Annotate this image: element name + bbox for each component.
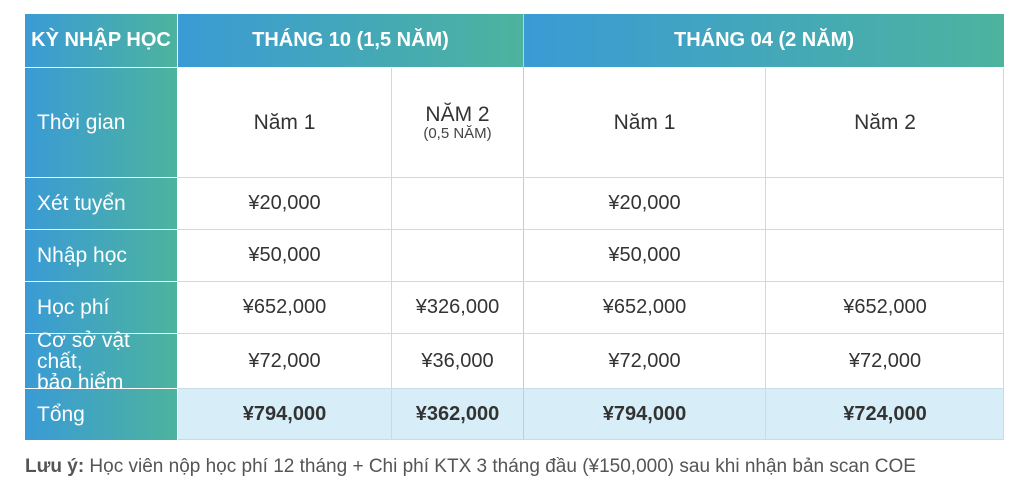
cell-total-oct-y2: ¥362,000 <box>392 389 523 440</box>
cell-total-apr-y1: ¥794,000 <box>524 389 765 440</box>
row-label-facilities-line2: bảo hiểm <box>37 370 124 394</box>
cell-review-apr-y1: ¥20,000 <box>524 178 765 229</box>
tuition-table: KỲ NHẬP HỌC THÁNG 10 (1,5 NĂM) THÁNG 04 … <box>25 14 1004 440</box>
header-october-intake: THÁNG 10 (1,5 NĂM) <box>178 14 523 67</box>
row-label-facilities-insurance: Cơ sở vật chất, bảo hiểm <box>25 330 177 393</box>
subheader-apr-year1: Năm 1 <box>524 68 765 177</box>
subheader-oct-year2: NĂM 2 (0,5 NĂM) <box>392 68 523 177</box>
grid-line <box>178 177 1004 178</box>
footnote-text: Học viên nộp học phí 12 tháng + Chi phí … <box>84 456 916 477</box>
grid-line <box>523 14 524 440</box>
row-label-time: Thời gian <box>25 68 177 177</box>
cell-total-oct-y1: ¥794,000 <box>178 389 391 440</box>
footnote-prefix: Lưu ý: <box>25 456 85 477</box>
row-label-facilities-line1: Cơ sở vật chất, <box>37 328 130 373</box>
subheader-apr-year2: Năm 2 <box>766 68 1004 177</box>
cell-tuition-apr-y1: ¥652,000 <box>524 282 765 333</box>
header-corner: KỲ NHẬP HỌC <box>25 14 177 67</box>
cell-facilities-oct-y2: ¥36,000 <box>392 334 523 388</box>
cell-enroll-apr-y2 <box>766 230 1004 281</box>
grid-line <box>178 229 1004 230</box>
grid-line <box>178 388 1004 389</box>
grid-line <box>765 68 766 440</box>
cell-facilities-apr-y1: ¥72,000 <box>524 334 765 388</box>
cell-facilities-apr-y2: ¥72,000 <box>766 334 1004 388</box>
subheader-oct-year1: Năm 1 <box>178 68 391 177</box>
grid-line <box>391 68 392 440</box>
cell-review-oct-y1: ¥20,000 <box>178 178 391 229</box>
grid-line <box>178 439 1004 440</box>
cell-tuition-oct-y1: ¥652,000 <box>178 282 391 333</box>
cell-tuition-apr-y2: ¥652,000 <box>766 282 1004 333</box>
subheader-oct-year2-sub: (0,5 NĂM) <box>423 124 492 142</box>
header-april-intake: THÁNG 04 (2 NĂM) <box>524 14 1004 67</box>
row-label-admission-review: Xét tuyển <box>25 178 177 229</box>
cell-review-oct-y2 <box>392 178 523 229</box>
row-label-tuition: Học phí <box>25 282 177 333</box>
grid-line <box>178 333 1004 334</box>
cell-tuition-oct-y2: ¥326,000 <box>392 282 523 333</box>
cell-enroll-apr-y1: ¥50,000 <box>524 230 765 281</box>
cell-enroll-oct-y2 <box>392 230 523 281</box>
grid-line <box>1003 68 1004 440</box>
cell-total-apr-y2: ¥724,000 <box>766 389 1004 440</box>
cell-facilities-oct-y1: ¥72,000 <box>178 334 391 388</box>
subheader-oct-year2-main: NĂM 2 <box>425 102 490 126</box>
cell-enroll-oct-y1: ¥50,000 <box>178 230 391 281</box>
row-label-enrollment: Nhập học <box>25 230 177 281</box>
row-label-total: Tổng <box>25 389 177 440</box>
grid-line <box>178 281 1004 282</box>
cell-review-apr-y2 <box>766 178 1004 229</box>
footnote: Lưu ý: Học viên nộp học phí 12 tháng + C… <box>25 456 1020 478</box>
